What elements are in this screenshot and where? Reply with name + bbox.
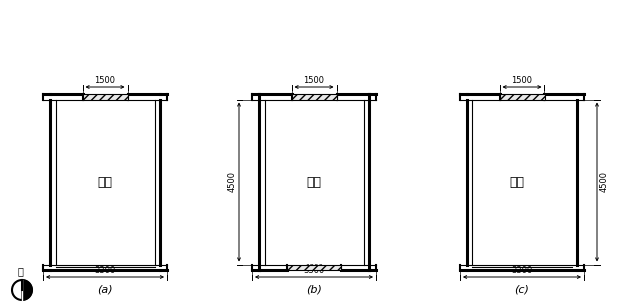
Text: (b): (b) [306,285,322,295]
Text: 1500: 1500 [303,76,325,85]
Text: 4500: 4500 [600,172,609,192]
Text: 4500: 4500 [227,172,237,192]
Bar [499,94,544,99]
Text: 1500: 1500 [94,76,116,85]
Text: (c): (c) [514,285,529,295]
Text: 3300: 3300 [94,266,116,275]
Bar [291,94,337,99]
Text: 1500: 1500 [511,76,533,85]
Text: (a): (a) [97,285,113,295]
Text: 卧室: 卧室 [306,176,322,188]
Text: 北: 北 [17,266,23,276]
Text: 卧室: 卧室 [509,176,524,188]
Text: 3300: 3300 [303,266,325,275]
Text: 1800: 1800 [305,264,323,270]
Bar [82,94,127,99]
Text: 卧室: 卧室 [97,176,112,188]
Polygon shape [22,280,32,300]
Text: 3300: 3300 [511,266,533,275]
Bar [287,265,341,270]
